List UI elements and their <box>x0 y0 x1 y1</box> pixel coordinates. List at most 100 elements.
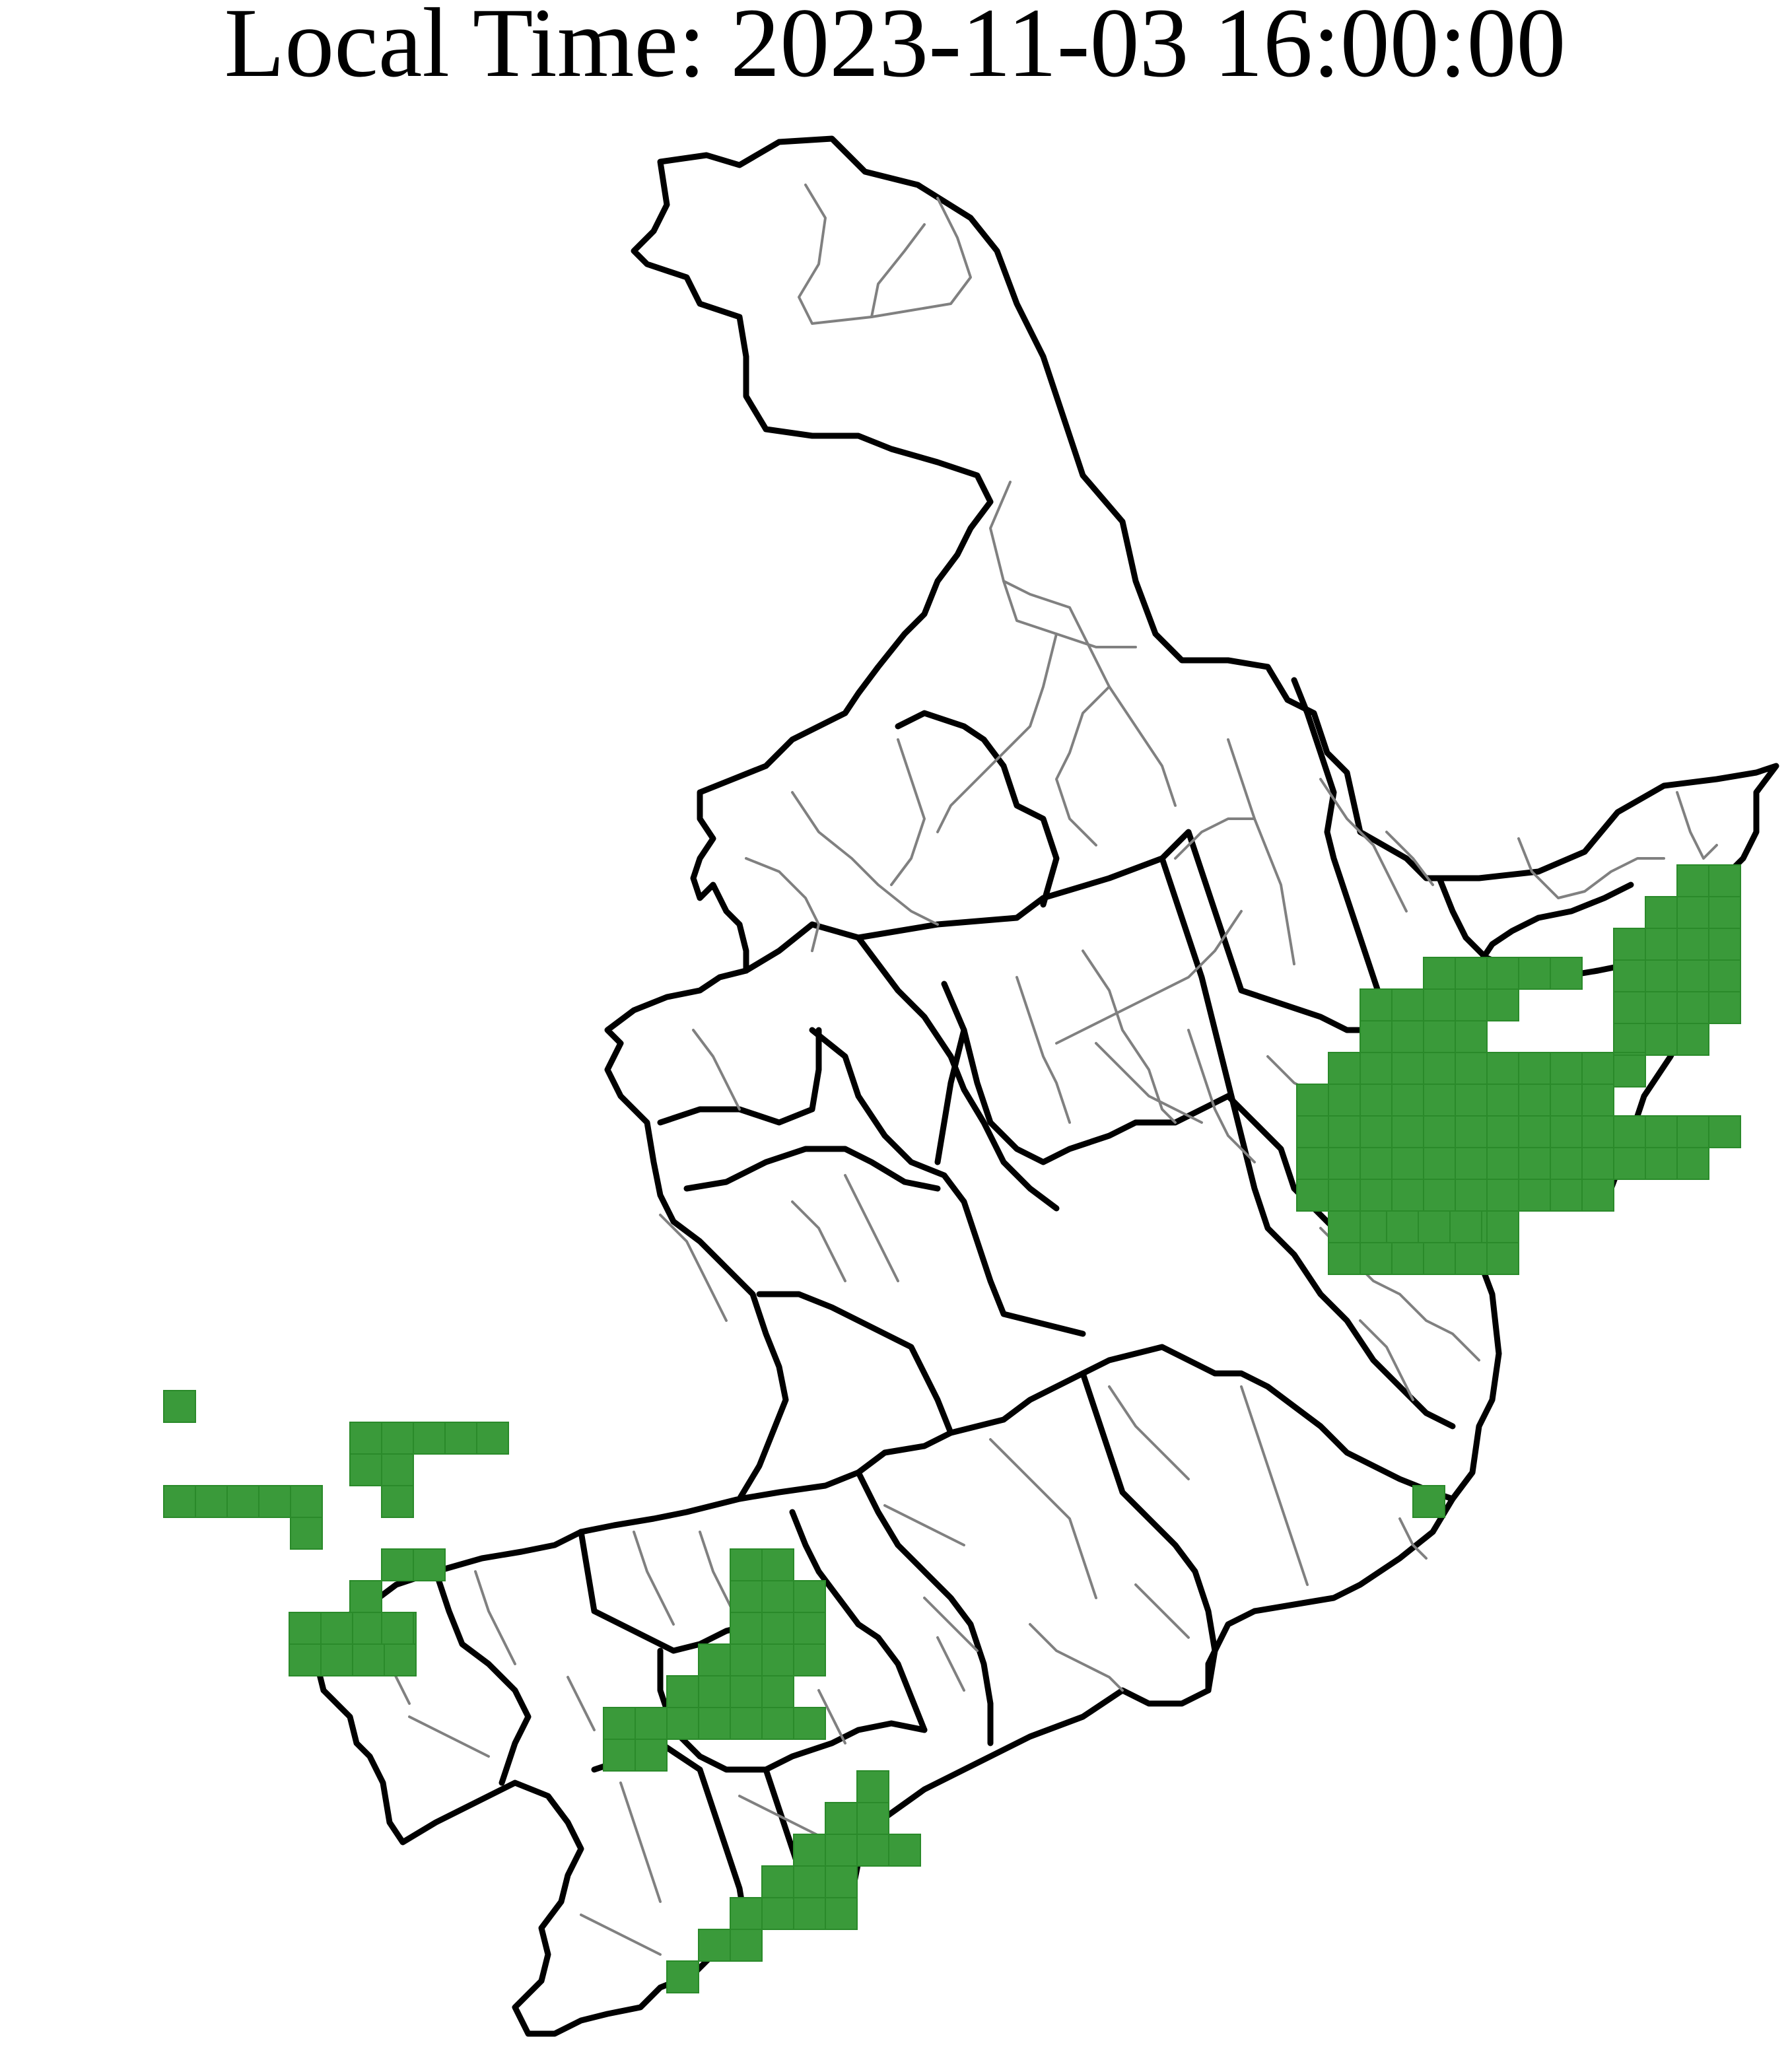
grid-cell <box>444 1422 477 1455</box>
grid-cell <box>666 1960 699 1993</box>
grid-cell <box>1676 1023 1709 1056</box>
grid-cell <box>761 1897 794 1930</box>
grid-cell <box>1391 1020 1424 1053</box>
grid-cell <box>1708 928 1741 961</box>
grid-cell <box>1550 1052 1583 1085</box>
grid-cell <box>1676 959 1709 992</box>
grid-cell <box>1360 1147 1393 1180</box>
grid-cell <box>1296 1179 1329 1212</box>
grid-cells <box>163 864 1741 1993</box>
grid-cell <box>1423 1115 1456 1148</box>
grid-cell <box>1581 1147 1614 1180</box>
grid-cell <box>666 1675 699 1708</box>
grid-cell <box>1328 1115 1361 1148</box>
prefecture-border-14 <box>432 1568 532 1786</box>
grid-cell <box>1423 988 1456 1021</box>
prefecture-border-3 <box>941 981 1350 1245</box>
grid-cell <box>825 1897 858 1930</box>
grid-cell <box>381 1612 414 1645</box>
grid-cell <box>761 1865 794 1898</box>
grid-cell <box>1418 1210 1451 1243</box>
grid-cell <box>1518 1084 1551 1117</box>
grid-cell <box>1645 928 1678 961</box>
grid-cell <box>856 1770 889 1803</box>
grid-cell <box>163 1390 196 1423</box>
grid-cell <box>761 1612 794 1645</box>
grid-cell <box>163 1485 196 1518</box>
grid-cell <box>1486 1242 1519 1275</box>
prefecture-border-9 <box>756 1291 954 1436</box>
grid-cell <box>381 1453 414 1486</box>
grid-cell <box>1328 1179 1361 1212</box>
grid-cell <box>1455 1020 1488 1053</box>
grid-cell <box>1486 1147 1519 1180</box>
grid-cell <box>1581 1115 1614 1148</box>
grid-cell <box>1613 1023 1646 1056</box>
grid-cell <box>1550 1179 1583 1212</box>
grid-cell <box>381 1422 414 1455</box>
grid-cell <box>1613 959 1646 992</box>
grid-cell <box>856 1834 889 1867</box>
grid-cell <box>1449 1210 1482 1243</box>
prefecture-border-2 <box>809 1027 1086 1337</box>
grid-cell <box>1423 1147 1456 1180</box>
grid-cell <box>1423 1084 1456 1117</box>
grid-cell <box>1423 1020 1456 1053</box>
prefecture-border-1 <box>743 921 1060 1212</box>
grid-cell <box>289 1643 322 1676</box>
grid-cell <box>698 1707 731 1740</box>
grid-cell <box>1328 1242 1361 1275</box>
grid-cell <box>730 1675 763 1708</box>
grid-cell <box>1645 991 1678 1024</box>
grid-cell <box>635 1707 668 1740</box>
grid-cell <box>1645 1147 1678 1180</box>
grid-cell <box>1455 1084 1488 1117</box>
grid-cell <box>1455 1115 1488 1148</box>
grid-cell <box>413 1422 446 1455</box>
grid-cell <box>1486 1210 1519 1243</box>
grid-cell <box>1360 988 1393 1021</box>
grid-cell <box>381 1485 414 1518</box>
grid-cell <box>1676 1115 1709 1148</box>
grid-cell <box>1455 1242 1488 1275</box>
grid-cell <box>1360 1242 1393 1275</box>
prefecture-border-18 <box>934 1027 967 1165</box>
grid-cell <box>476 1422 509 1455</box>
grid-cell <box>1708 959 1741 992</box>
prefecture-border-10 <box>855 1469 994 1746</box>
grid-cell <box>1486 988 1519 1021</box>
grid-cell <box>635 1739 668 1772</box>
grid-cell <box>1455 1179 1488 1212</box>
grid-cell <box>1360 1179 1393 1212</box>
grid-cell <box>730 1580 763 1613</box>
grid-cell <box>1613 928 1646 961</box>
grid-cell <box>698 1929 731 1962</box>
grid-cell <box>1645 1115 1678 1148</box>
map-title: Local Time: 2023-11-03 16:00:00 <box>224 0 1566 98</box>
grid-cell <box>1645 1023 1678 1056</box>
province-border-heilongjiang-jilin <box>855 829 1634 1033</box>
grid-cell <box>1676 864 1709 897</box>
grid-cell <box>1391 1242 1424 1275</box>
grid-cell <box>1391 1147 1424 1180</box>
grid-cell <box>793 1897 826 1930</box>
prefecture-border-11 <box>789 1509 928 1733</box>
grid-cell <box>698 1675 731 1708</box>
grid-cell <box>1328 1147 1361 1180</box>
prefecture-border-7 <box>683 1146 941 1192</box>
grid-cell <box>290 1485 323 1518</box>
grid-cell <box>1391 1084 1424 1117</box>
grid-cell <box>1550 957 1583 990</box>
prefecture-border-19 <box>895 710 1060 908</box>
grid-cell <box>1455 1147 1488 1180</box>
prefecture-border-12 <box>1080 1370 1218 1694</box>
grid-cell <box>1581 1179 1614 1212</box>
grid-cell <box>1391 988 1424 1021</box>
grid-cell <box>1676 896 1709 929</box>
grid-cell <box>1486 1115 1519 1148</box>
grid-cell <box>1708 1115 1741 1148</box>
grid-cell <box>1645 896 1678 929</box>
grid-cell <box>1708 864 1741 897</box>
grid-cell <box>888 1834 921 1867</box>
